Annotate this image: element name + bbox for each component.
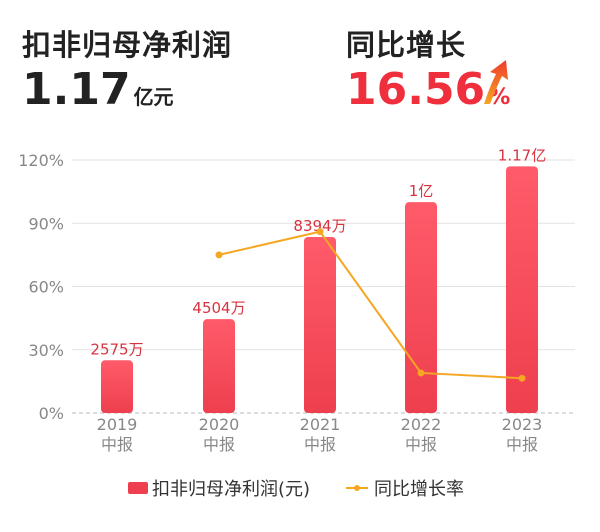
bar-line-chart: 0% 30% 60% 90% 120% 2575万 4504万 8394万 1亿 1.17亿 2… [18,146,575,454]
x-tick-year: 2022 [401,415,442,434]
bar [506,166,538,413]
growth-label: 同比增长 [346,28,467,62]
bar-value-label: 1亿 [409,182,434,200]
growth-line-path [218,230,523,380]
legend-line-swatch [346,482,368,494]
x-tick-period: 中报 [304,435,336,454]
y-tick-label: 120% [18,151,64,170]
growth-number: 16.56 [346,64,486,115]
legend-item-profit: 扣非归母净利润(元) [128,476,310,500]
growth-value: 16.56% [346,64,510,115]
growth-line [215,228,526,382]
y-tick-label: 60% [28,278,64,297]
up-arrow-icon [484,60,508,104]
y-tick-label: 90% [28,214,64,233]
legend-label-growth: 同比增长率 [374,479,464,500]
bar [304,236,336,413]
bar [405,202,437,413]
bar-value-label: 2575万 [90,340,143,358]
growth-point [518,374,526,382]
growth-point [316,228,324,236]
x-tick-year: 2019 [97,415,138,434]
y-tick-label: 0% [39,404,64,423]
bars [101,166,538,413]
y-axis-ticks: 0% 30% 60% 90% 120% [18,151,64,423]
x-tick-period: 中报 [506,435,538,454]
x-tick-year: 2020 [199,415,240,434]
legend-item-growth: 同比增长率 [346,476,464,500]
profit-value: 1.17 亿元 [22,64,174,115]
growth-point [215,251,223,259]
growth-point [417,369,425,377]
profit-label: 扣非归母净利润 [22,28,233,62]
x-tick-year: 2021 [300,415,341,434]
x-tick-period: 中报 [101,435,133,454]
legend-label-profit: 扣非归母净利润(元) [152,479,311,500]
bar [101,360,133,413]
profit-number: 1.17 [22,64,131,115]
bar-value-label: 4504万 [192,299,245,317]
bar-labels: 2575万 4504万 8394万 1亿 1.17亿 [90,146,546,358]
legend-bar-swatch [128,482,148,494]
bar-value-label: 8394万 [293,217,346,235]
y-tick-label: 30% [28,341,64,360]
x-tick-year: 2023 [502,415,543,434]
bar [203,319,235,413]
x-tick-period: 中报 [203,435,235,454]
profit-unit: 亿元 [133,85,174,109]
bar-value-label: 1.17亿 [498,146,546,164]
x-tick-period: 中报 [405,435,437,454]
